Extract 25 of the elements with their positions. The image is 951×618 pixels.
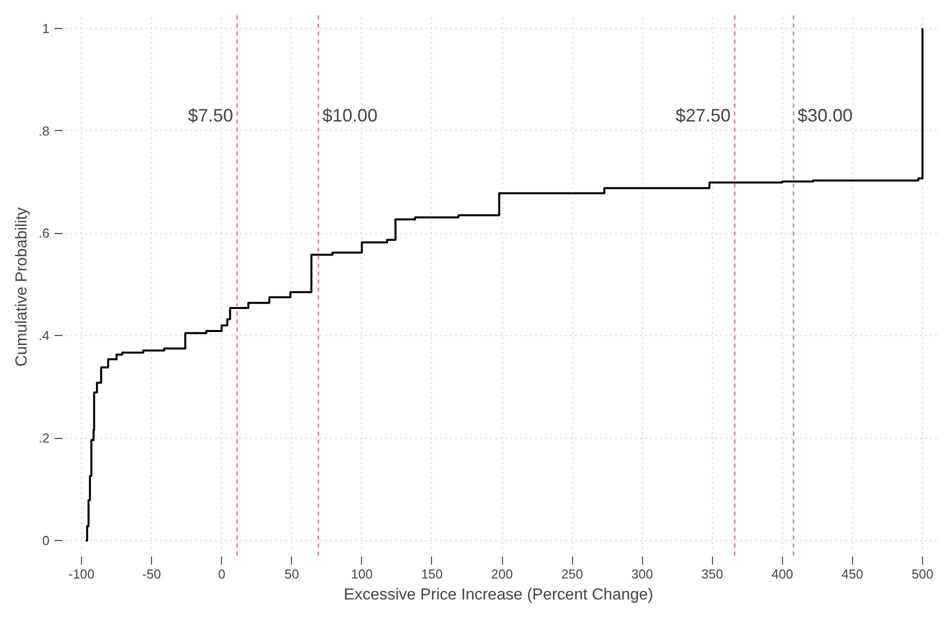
- y-tick-label: .6: [38, 226, 50, 241]
- annotation: $30.00: [798, 105, 853, 126]
- x-tick-label: -100: [68, 566, 95, 582]
- annotation: $10.00: [322, 105, 378, 126]
- x-tick-label: 400: [771, 566, 794, 582]
- annotation: $27.50: [676, 105, 731, 126]
- x-tick-label: 100: [351, 566, 373, 582]
- x-tick-label: 450: [842, 566, 864, 582]
- x-tick-label: 350: [701, 566, 724, 582]
- x-tick-label: 200: [491, 566, 513, 582]
- y-tick-label: .4: [38, 328, 50, 344]
- y-axis-title: Cumulative Probability: [14, 207, 31, 367]
- x-tick-label: 500: [912, 566, 934, 582]
- x-tick-label: 0: [218, 566, 226, 582]
- x-tick-label: 50: [284, 566, 300, 582]
- x-tick-label: 250: [561, 566, 583, 582]
- y-tick-label: .8: [38, 123, 50, 138]
- x-tick-label: 300: [631, 566, 654, 582]
- y-tick-label: 1: [42, 20, 50, 36]
- y-tick-label: .2: [38, 430, 50, 446]
- y-tick-label: 0: [42, 533, 50, 548]
- annotation: $7.50: [188, 105, 234, 126]
- x-axis-title: Excessive Price Increase (Percent Change): [344, 586, 654, 604]
- x-tick-label: 150: [421, 566, 443, 582]
- x-tick-label: -50: [142, 566, 162, 582]
